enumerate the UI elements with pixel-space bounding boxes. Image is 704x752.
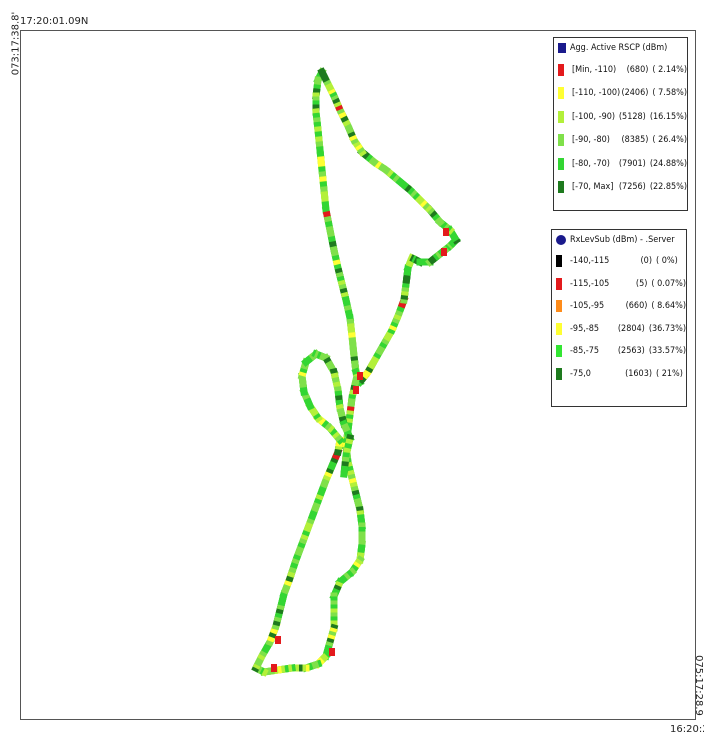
range-label: [-110, -100) [572,88,621,99]
route-red-sample [443,228,449,236]
legend-rxlev[interactable]: RxLevSub (dBm) - .Server -140,-115 (0) ( 0… [551,229,687,407]
percent-label: ( 8.64%) [651,301,686,312]
color-swatch-icon [556,277,562,290]
percent-label: ( 0.07%) [651,278,686,289]
percent-label: ( 26.4%) [652,135,687,146]
route-red-sample [271,664,277,672]
percent-label: (33.57%) [648,346,686,357]
legend-rscp-header: Agg. Active RSCP (dBm) [554,38,687,58]
legend-rxlev-title: RxLevSub (dBm) - .Server [570,235,675,245]
range-label: -115,-105 [570,278,610,289]
legend-rscp-item: [-100, -90) (5128) (16.15%) [554,105,687,129]
count-label: (8385) [621,135,649,146]
count-label: (7901) [618,158,646,169]
color-swatch-icon [556,300,562,313]
color-swatch-icon [558,87,564,100]
route-sample-segment [340,465,349,478]
count-label: (680) [626,64,649,75]
legend-rxlev-item: -105,-95 (660)( 8.64%) [552,295,686,318]
percent-label: ( 0%) [656,256,678,267]
range-label: -75,0 [570,368,591,379]
count-label: (2804) [617,323,645,334]
percent-label: ( 2.14%) [652,64,687,75]
top-left-coordinate: 17:20:01.09N [20,16,89,27]
legend-rscp-square-icon [558,43,566,53]
range-label: -140,-115 [570,256,610,267]
route-red-sample [329,648,335,656]
legend-rscp[interactable]: Agg. Active RSCP (dBm) [Min, -110) (680)(… [553,37,688,211]
legend-rscp-item: [-80, -70) (7901) (24.88%) [554,152,687,176]
color-swatch-icon [558,134,564,147]
route-trace [251,67,461,677]
color-swatch-icon [558,63,564,76]
legend-rxlev-header: RxLevSub (dBm) - .Server [552,230,686,250]
color-swatch-icon [558,181,564,194]
percent-label: (24.88%) [649,158,687,169]
percent-label: (22.85%) [649,182,687,193]
percent-label: (16.15%) [649,111,687,122]
route-red-sample [357,372,363,380]
count-label: (2563) [617,346,645,357]
percent-label: ( 7.58%) [652,88,687,99]
legend-rxlev-circle-icon [556,235,566,245]
legend-rscp-item: [Min, -110) (680)( 2.14%) [554,58,687,82]
range-label: -95,-85 [570,323,600,334]
range-label: -105,-95 [570,301,605,312]
right-vertical-coordinate: 075:17:28.9 [692,655,704,716]
legend-rxlev-item: -85,-75 (2563) (33.57%) [552,340,686,363]
range-label: [-100, -90) [572,111,616,122]
color-swatch-icon [558,110,564,123]
route-red-sample [353,386,359,394]
route-red-sample [441,248,447,256]
color-swatch-icon [556,345,562,358]
range-label: [Min, -110) [572,64,617,75]
range-label: -85,-75 [570,346,600,357]
bottom-right-coordinate: 16:20:28 [670,724,704,735]
range-label: [-80, -70) [572,158,610,169]
percent-label: (36.73%) [648,323,686,334]
legend-rxlev-item: -140,-115 (0) ( 0%) [552,250,686,273]
color-swatch-icon [556,322,562,335]
legend-rscp-item: [-110, -100) (2406)( 7.58%) [554,82,687,106]
route-sample-segment [317,67,329,80]
range-label: [-70, Max] [572,182,614,193]
color-swatch-icon [556,367,562,380]
percent-label: ( 21%) [656,368,683,379]
legend-rscp-item: [-90, -80) (8385)( 26.4%) [554,129,687,153]
legend-rscp-item: [-70, Max] (7256) (22.85%) [554,176,687,200]
range-label: [-90, -80) [572,135,610,146]
legend-rscp-title: Agg. Active RSCP (dBm) [570,43,668,53]
count-label: (2406) [621,88,649,99]
route-red-sample [275,636,281,644]
count-label: (660) [625,301,648,312]
color-swatch-icon [558,157,564,170]
count-label: (0) [640,256,652,267]
color-swatch-icon [556,255,562,268]
count-label: (7256) [618,182,646,193]
legend-rxlev-item: -115,-105 (5)( 0.07%) [552,273,686,296]
legend-rxlev-item: -95,-85 (2804) (36.73%) [552,318,686,341]
legend-rxlev-item: -75,0 (1603) ( 21%) [552,363,686,386]
count-label: (5) [635,278,648,289]
count-label: (5128) [618,111,646,122]
count-label: (1603) [625,368,652,379]
